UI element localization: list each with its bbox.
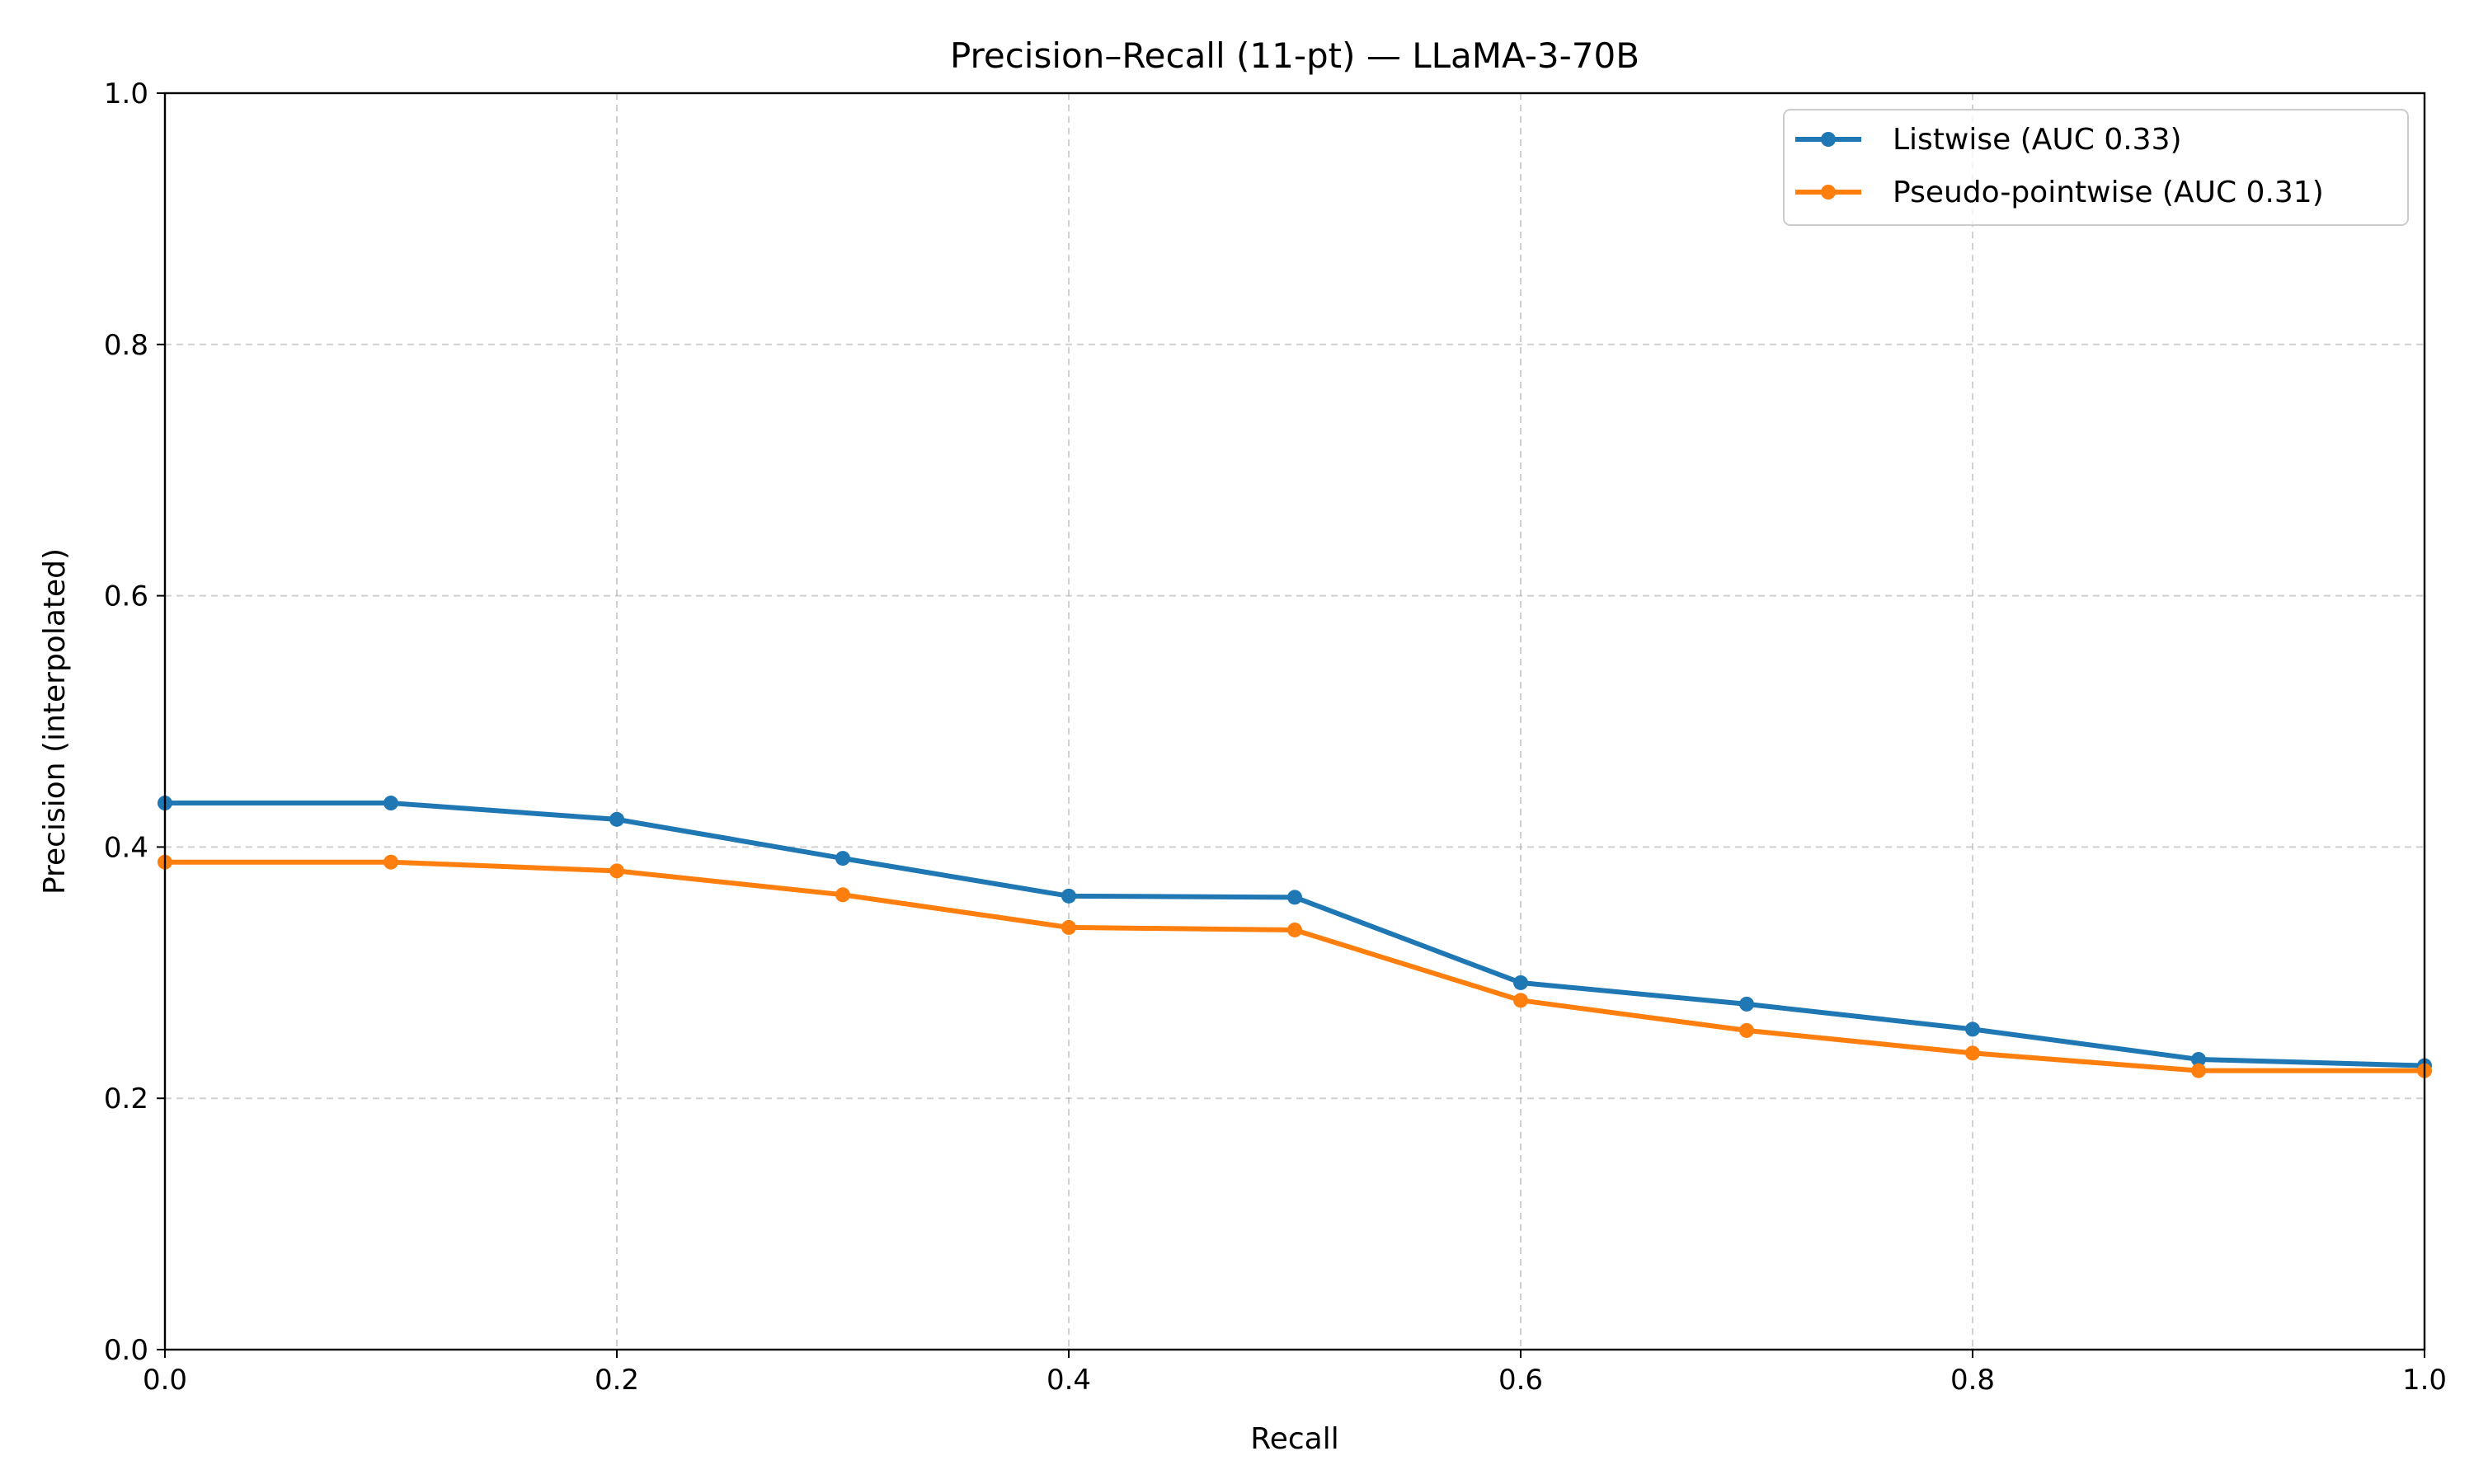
plot-frame <box>163 92 2426 1351</box>
x-tick-label: 0.6 <box>1498 1364 1543 1397</box>
series-2-point <box>1739 1022 1754 1038</box>
legend-label: Listwise (AUC 0.33) <box>1893 123 2182 157</box>
series-1-point <box>1287 890 1302 905</box>
series-1-point <box>1739 996 1754 1012</box>
legend-swatch-marker <box>1821 185 1836 200</box>
y-tick-label: 0.2 <box>104 1082 148 1115</box>
x-tick-label: 0.8 <box>1950 1364 1995 1397</box>
series-2-point <box>1061 919 1076 935</box>
legend: Listwise (AUC 0.33) Pseudo-pointwise (AUC… <box>1783 109 2409 226</box>
series-2-point <box>1513 993 1528 1008</box>
tick-layer: 0.0 0.2 0.4 0.6 0.8 1.0 0.0 0.2 0.4 0.6 0.8 1.0 <box>104 77 2447 1397</box>
x-axis-label: Recall <box>1250 1422 1338 1456</box>
series-2-point <box>609 863 624 879</box>
series-2-point <box>835 887 850 903</box>
series-layer <box>158 796 2432 1078</box>
y-tick-label: 0.0 <box>104 1334 148 1367</box>
series-2-point <box>1287 922 1302 937</box>
series-1-point <box>1965 1021 1980 1037</box>
series-2-point <box>2191 1063 2206 1078</box>
legend-label: Pseudo-pointwise (AUC 0.31) <box>1893 176 2324 209</box>
x-tick-label: 1.0 <box>2402 1364 2447 1397</box>
series-1-point <box>2191 1051 2206 1067</box>
series-1-point <box>1513 974 1528 990</box>
series-1-point <box>1061 888 1076 904</box>
series-2-point <box>1965 1045 1980 1061</box>
y-tick-label: 0.4 <box>104 831 148 864</box>
y-tick-label: 0.6 <box>104 580 148 613</box>
legend-box <box>1783 109 2409 226</box>
series-1-point <box>383 796 398 811</box>
chart-title: Precision–Recall (11-pt) — LLaMA-3-70B <box>950 35 1639 76</box>
series-1-point <box>835 851 850 866</box>
x-tick-label: 0.4 <box>1047 1364 1091 1397</box>
series-1-point <box>609 811 624 827</box>
x-tick-label: 0.2 <box>595 1364 639 1397</box>
x-tick-label: 0.0 <box>143 1364 187 1397</box>
y-tick-label: 0.8 <box>104 329 148 362</box>
y-axis-label: Precision (interpolated) <box>38 548 72 895</box>
series-2-point <box>383 854 398 870</box>
legend-swatch-marker <box>1821 132 1836 147</box>
y-tick-label: 1.0 <box>104 77 148 110</box>
